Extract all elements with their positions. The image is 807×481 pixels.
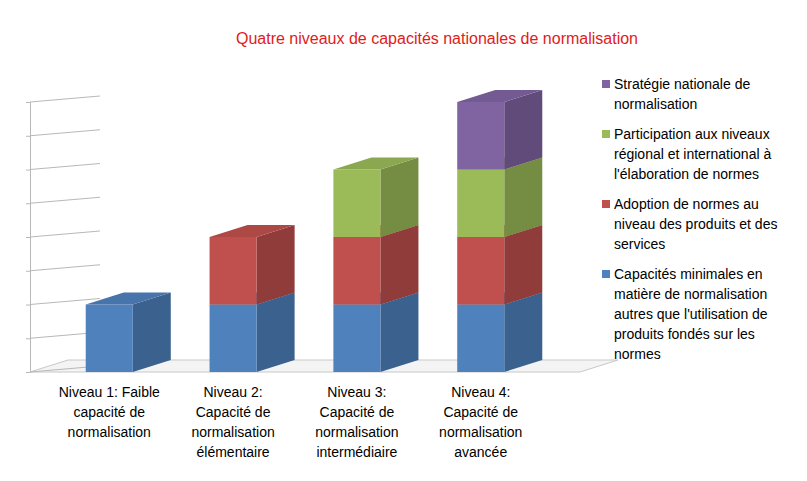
bar-top (333, 158, 418, 170)
legend-swatch (602, 270, 610, 278)
tick (26, 372, 30, 373)
bar (333, 305, 380, 373)
bar (457, 170, 504, 238)
grid-line (30, 130, 100, 136)
bar-top (457, 90, 542, 102)
bar-top (86, 293, 171, 305)
tick-label: Niveau 1: Faiblecapacité denormalisation (59, 384, 160, 440)
bar (210, 305, 257, 373)
tick-mark (26, 237, 30, 238)
tick-mark (26, 271, 30, 272)
tick-mark (26, 338, 30, 339)
legend-swatch (602, 130, 610, 138)
bar-top (210, 225, 295, 237)
bars (86, 90, 543, 372)
legend: Stratégie nationale denormalisation Parti… (602, 76, 777, 362)
legend-swatch (602, 80, 610, 88)
tick-mark (26, 136, 30, 137)
bar (457, 237, 504, 305)
bar-side (380, 293, 418, 373)
axis-line (26, 103, 31, 373)
bar-side (380, 225, 418, 305)
legend-item: Adoption de normes auniveau des produits… (602, 196, 777, 252)
chart: Quatre niveaux de capacités nationales d… (0, 0, 807, 481)
bar-side (504, 90, 542, 170)
y-axis (26, 103, 31, 373)
legend-label: Adoption de normes auniveau des produits… (614, 196, 777, 252)
tick (26, 136, 30, 137)
tick-mark (26, 372, 30, 373)
bar (210, 237, 257, 305)
legend-item: Stratégie nationale denormalisation (602, 76, 750, 112)
tick-label: Niveau 4:Capacité denormalisationavancée (439, 384, 522, 460)
legend-swatch (602, 200, 610, 208)
tick-mark (26, 102, 30, 103)
bar-side (133, 293, 171, 373)
bar-side (257, 293, 295, 373)
tick (26, 338, 30, 339)
grid-line (30, 164, 100, 170)
grid-line (30, 197, 100, 203)
bar (333, 170, 380, 238)
bar-side (504, 293, 542, 373)
grid-line (30, 231, 100, 237)
tick-mark (26, 170, 30, 171)
legend-label: Capacités minimales enmatière de normali… (614, 266, 768, 362)
bar (457, 305, 504, 373)
grid-line (30, 96, 100, 102)
tick-label: Niveau 3:Capacité denormalisationintermé… (315, 384, 398, 460)
tick (26, 203, 30, 204)
bar-side (380, 158, 418, 238)
bar (86, 305, 133, 373)
legend-item: Participation aux niveauxrégional et int… (602, 126, 771, 182)
tick-mark (26, 203, 30, 204)
legend-label: Stratégie nationale denormalisation (614, 76, 750, 112)
legend-item: Capacités minimales enmatière de normali… (602, 266, 768, 362)
legend-label: Participation aux niveauxrégional et int… (614, 126, 771, 182)
tick (26, 170, 30, 171)
tick (26, 305, 30, 306)
grid-line (30, 265, 100, 271)
bar-side (257, 225, 295, 305)
bar (457, 102, 504, 170)
tick-label: Niveau 2:Capacité denormalisationélément… (191, 384, 274, 460)
tick (26, 237, 30, 238)
tick (26, 102, 30, 103)
bar (333, 237, 380, 305)
tick-mark (26, 305, 30, 306)
title: Quatre niveaux de capacités nationales d… (236, 30, 638, 47)
bar-side (504, 225, 542, 305)
x-axis: Niveau 1: Faiblecapacité denormalisation… (59, 384, 523, 460)
tick (26, 271, 30, 272)
bar-side (504, 158, 542, 238)
